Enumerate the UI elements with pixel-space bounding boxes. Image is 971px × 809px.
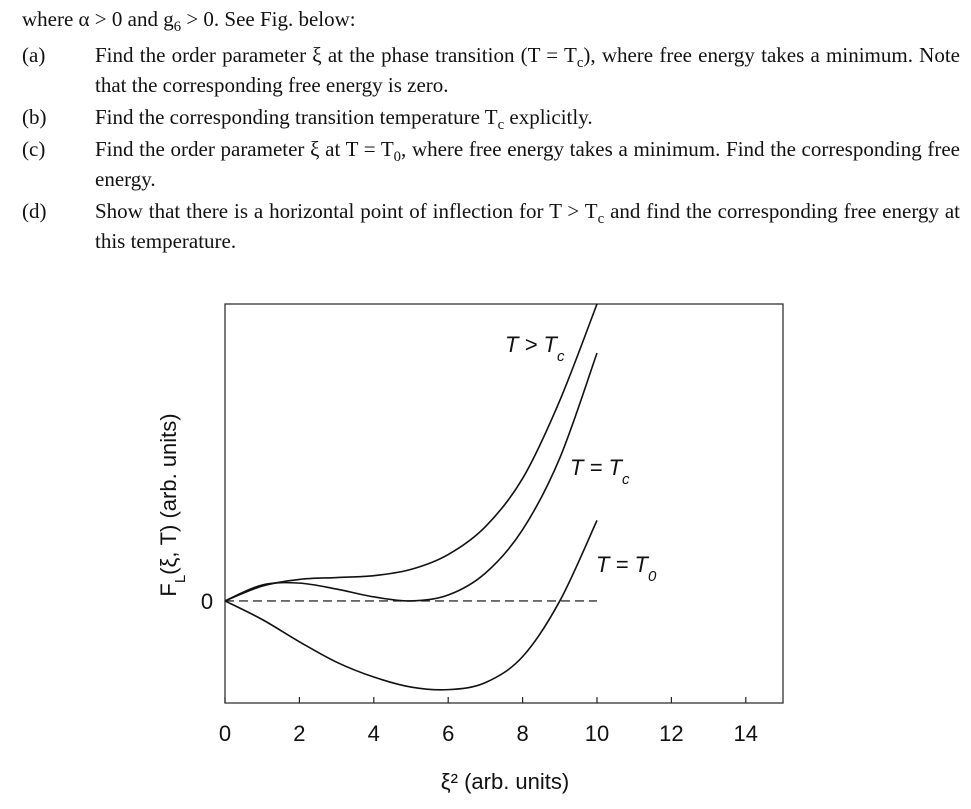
text-run: , where free energy takes a minimum. Fin… <box>95 137 960 191</box>
question: (c) Find the order parameter ξ at T = T0,… <box>22 134 960 194</box>
x-tick-label: 2 <box>293 721 305 746</box>
x-tick-label: 10 <box>585 721 609 746</box>
x-tick-label: 14 <box>734 721 758 746</box>
plot-frame <box>224 303 784 704</box>
curve <box>224 303 598 602</box>
intro: where α > 0 and g6 > 0. See Fig. below: <box>22 4 356 36</box>
text-run: 0 <box>648 568 657 585</box>
question-label: (d) <box>22 199 47 223</box>
curve <box>224 520 598 691</box>
text-run: 0 <box>393 149 402 166</box>
x-tick-label: 4 <box>368 721 380 746</box>
text-run: L <box>172 575 189 583</box>
x-axis-label: ξ² (arb. units) <box>441 769 569 794</box>
question-label: (c) <box>22 137 46 161</box>
question-text: Show that there is a horizontal point of… <box>95 196 960 256</box>
text-run: and find the corresponding free energy a… <box>95 199 960 253</box>
question: (b) Find the corresponding transition tem… <box>22 102 960 134</box>
x-tick-label: 8 <box>516 721 528 746</box>
question: (a) Find the order parameter ξ at the pha… <box>22 40 960 100</box>
text-run: c <box>576 55 584 72</box>
text-run: F <box>156 583 181 596</box>
text-run: ), where free energy takes a minimum. No… <box>95 43 960 97</box>
text-run: c <box>497 117 505 134</box>
y-axis-label: FL(ξ, T) (arb. units) <box>156 413 189 596</box>
text-run: T = T <box>570 455 624 480</box>
text-run: Show that there is a horizontal point of… <box>95 199 598 223</box>
question-text: Find the order parameter ξ at T = T0, wh… <box>95 134 960 194</box>
question: (d) Show that there is a horizontal point… <box>22 196 960 256</box>
text-run: T > T <box>505 332 559 357</box>
text-run: explicitly. <box>504 105 593 129</box>
curve-label: T = Tc <box>570 455 630 488</box>
x-tick-label: 6 <box>442 721 454 746</box>
text-run: Find the corresponding transition temper… <box>95 105 498 129</box>
x-tick-label: 12 <box>659 721 683 746</box>
question-text: Find the corresponding transition temper… <box>95 102 960 134</box>
curve <box>224 352 598 602</box>
text-run: (ξ, T) (arb. units) <box>156 413 181 574</box>
text-run: Find the order parameter ξ at the phase … <box>95 43 577 67</box>
text-run: Find the order parameter ξ at T = T <box>95 137 394 161</box>
curve-label: T > Tc <box>505 332 565 365</box>
text-run: c <box>597 211 605 228</box>
text-run: where α > 0 and g <box>22 7 174 31</box>
text-run: T = T <box>596 552 650 577</box>
curve-label: T = T0 <box>596 552 657 585</box>
question-text: Find the order parameter ξ at the phase … <box>95 40 960 100</box>
text-run: c <box>622 471 630 488</box>
text-run: 6 <box>173 19 182 36</box>
question-label: (b) <box>22 105 47 129</box>
text-run: c <box>557 348 565 365</box>
text-run: > 0. See Fig. below: <box>181 7 356 31</box>
question-label: (a) <box>22 43 46 67</box>
x-tick-label: 0 <box>219 721 231 746</box>
y-tick-label: 0 <box>201 589 213 614</box>
